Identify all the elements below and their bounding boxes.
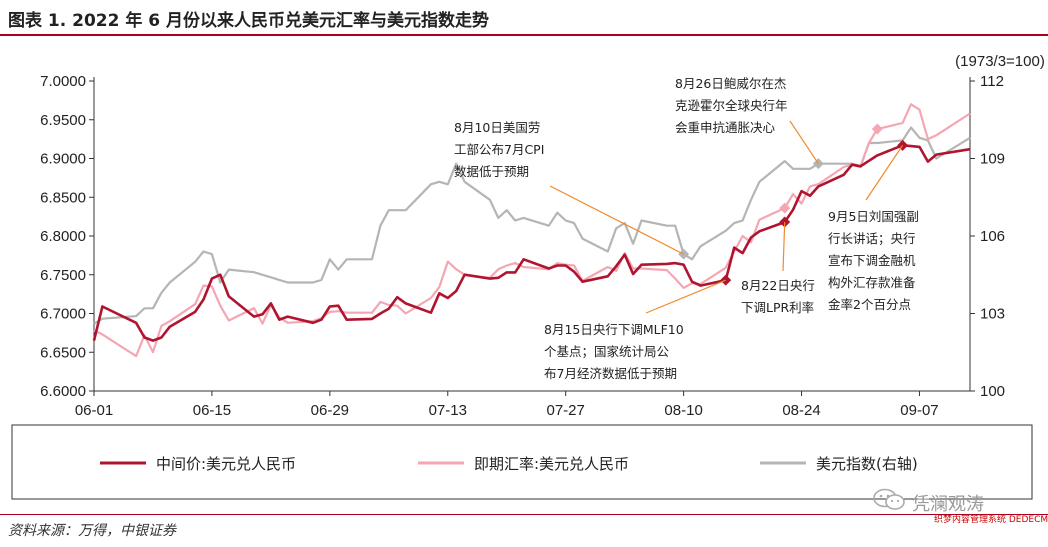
- y-left-tick-label: 6.8000: [40, 228, 86, 245]
- watermark-url: 织梦内容管理系统 DEDECMS.COM: [934, 515, 1048, 525]
- chart-series: [92, 103, 971, 358]
- figure-title: 图表 1. 2022 年 6 月份以来人民币兑美元汇率与美元指数走势: [8, 11, 490, 31]
- x-tick-label: 08-10: [664, 402, 702, 419]
- legend-box: [11, 424, 1033, 500]
- annotation-text-1-0: 8月26日鲍威尔在杰: [675, 76, 786, 91]
- annotation-leader-3: [865, 144, 904, 201]
- annotation-leader-0: [549, 185, 684, 255]
- y-left-tick-label: 7.0000: [40, 73, 86, 90]
- source-divider: [0, 514, 1048, 515]
- x-tick-label: 06-29: [311, 402, 349, 419]
- highlight-marker-1-08-22: [779, 202, 791, 214]
- annotation-text-3-4: 金率2个百分点: [828, 297, 911, 312]
- y-left-tick-label: 6.7500: [40, 267, 86, 284]
- x-tick-label: 07-13: [429, 402, 467, 419]
- highlight-marker-0-08-22: [779, 216, 791, 228]
- annotation-leader-1: [789, 120, 819, 165]
- y-right-unit-label: (1973/3=100): [955, 53, 1045, 70]
- annotation-text-3-1: 行长讲话；央行: [828, 231, 916, 246]
- y-left-tick-label: 6.6500: [40, 344, 86, 361]
- x-tick-label: 06-15: [193, 402, 231, 419]
- watermark: 凭澜观涛 织梦内容管理系统 DEDECMS.COM: [864, 488, 1048, 528]
- highlight-marker-2-08-10: [678, 248, 690, 260]
- annotation-text-0-2: 数据低于预期: [454, 164, 529, 179]
- y-right-tick-label: 103: [980, 306, 1005, 323]
- chart-canvas: 6.6000 6.6500 6.7000 6.7500 6.8000 6.8500 6.90…: [11, 53, 1045, 500]
- y-left-tick-label: 6.7000: [40, 306, 86, 323]
- x-tick-label: 06-01: [75, 402, 113, 419]
- annotation-text-1-2: 会重申抗通胀决心: [675, 120, 776, 135]
- annotation-text-4-1: 个基点；国家统计局公: [544, 344, 670, 359]
- legend-label-2: 美元指数(右轴): [816, 455, 918, 473]
- annotation-text-2-0: 8月22日央行: [741, 278, 815, 293]
- y-right-tick-label: 112: [980, 73, 1004, 90]
- y-left-tick-label: 6.9000: [40, 151, 86, 168]
- y-right-tick-label: 109: [980, 151, 1005, 168]
- highlight-marker-0-08-15: [720, 274, 732, 286]
- source-note: 资料来源：万得，中银证券: [8, 523, 176, 539]
- chart-legend: 中间价:美元兑人民币 即期汇率:美元兑人民币 美元指数(右轴): [11, 424, 1033, 500]
- annotation-text-3-2: 宣布下调金融机: [828, 253, 916, 268]
- y-left-tick-label: 6.8500: [40, 189, 86, 206]
- legend-label-0: 中间价:美元兑人民币: [156, 455, 296, 473]
- x-tick-label: 08-24: [782, 402, 820, 419]
- annotation-text-4-2: 布7月经济数据低于预期: [544, 366, 677, 381]
- y-right-tick-label: 100: [980, 383, 1005, 400]
- annotation-text-0-1: 工部公布7月CPI: [454, 142, 544, 157]
- highlight-marker-1-09-02: [871, 123, 883, 135]
- y-left-tick-label: 6.6000: [40, 383, 86, 400]
- annotation-text-3-3: 构外汇存款准备: [828, 275, 916, 290]
- legend-label-1: 即期汇率:美元兑人民币: [474, 455, 629, 473]
- x-tick-label: 07-27: [547, 402, 585, 419]
- annotation-leader-4: [645, 279, 726, 314]
- annotation-text-0-0: 8月10日美国劳: [454, 120, 540, 135]
- watermark-text: 凭澜观涛: [912, 494, 984, 515]
- annotation-text-4-0: 8月15日央行下调MLF10: [544, 322, 684, 337]
- title-divider: [0, 34, 1048, 36]
- annotation-text-3-0: 9月5日刘国强副: [828, 209, 919, 224]
- wechat-icon: [873, 488, 905, 510]
- annotation-leader-2: [782, 222, 786, 272]
- chart-axes: 6.6000 6.6500 6.7000 6.7500 6.8000 6.8500 6.90…: [40, 53, 1045, 419]
- y-right-tick-label: 106: [980, 228, 1005, 245]
- y-left-tick-label: 6.9500: [40, 112, 86, 129]
- annotation-text-1-1: 克逊霍尔全球央行年: [675, 98, 788, 113]
- x-tick-label: 09-07: [900, 402, 938, 419]
- annotation-text-2-1: 下调LPR利率: [741, 300, 814, 315]
